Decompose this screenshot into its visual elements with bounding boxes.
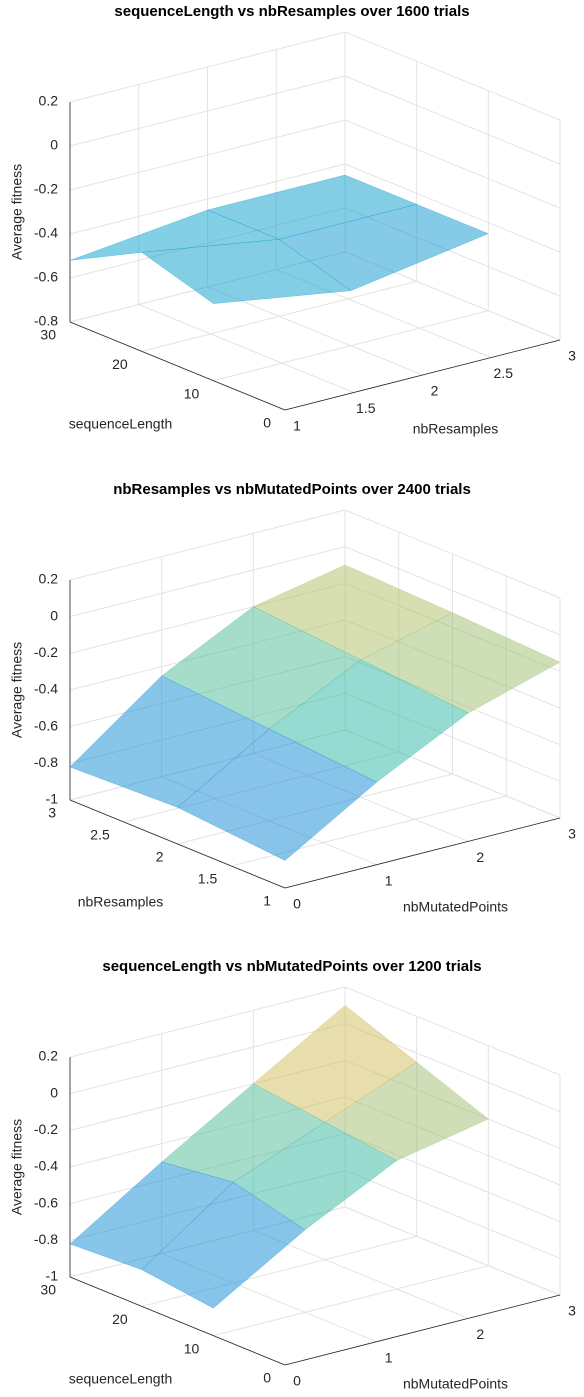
y-axis-label: sequenceLength bbox=[69, 416, 173, 432]
grid-line bbox=[344, 546, 561, 636]
z-tick-label: -0.8 bbox=[34, 313, 58, 329]
y-tick-label: 1.5 bbox=[198, 871, 218, 887]
z-tick-label: 0 bbox=[50, 607, 58, 623]
grid-line bbox=[141, 1235, 417, 1307]
z-tick-label: -0.8 bbox=[34, 754, 58, 770]
grid-line bbox=[213, 1265, 489, 1337]
grid-line bbox=[69, 75, 346, 147]
grid-line bbox=[344, 986, 561, 1076]
surface-facet bbox=[140, 239, 352, 304]
z-tick-label: 0.2 bbox=[39, 1048, 59, 1064]
x-tick-label: 2 bbox=[431, 383, 439, 399]
z-tick-label: 0 bbox=[50, 1084, 58, 1100]
z-tick-label: -0.4 bbox=[34, 1158, 58, 1174]
grid-line bbox=[69, 986, 346, 1058]
grid-line bbox=[141, 280, 417, 352]
z-axis-label: Average fitness bbox=[9, 642, 25, 738]
z-tick-label: -0.6 bbox=[34, 717, 58, 733]
x-tick-label: 3 bbox=[568, 826, 576, 842]
grid-line bbox=[344, 163, 561, 253]
grid-line bbox=[344, 1169, 561, 1259]
x-tick-label: 2 bbox=[476, 1326, 484, 1342]
y-tick-label: 2 bbox=[156, 849, 164, 865]
y-axis-label: sequenceLength bbox=[69, 1371, 173, 1387]
y-axis-label: nbResamples bbox=[78, 894, 164, 910]
axis-line bbox=[284, 339, 561, 411]
y-tick-label: 0 bbox=[263, 415, 271, 431]
axis-line bbox=[69, 1276, 286, 1366]
x-axis-label: nbMutatedPoints bbox=[403, 1376, 508, 1392]
surface-chart: sequenceLength vs nbMutatedPoints over 1… bbox=[9, 958, 576, 1392]
surface-chart: sequenceLength vs nbResamples over 1600 … bbox=[9, 3, 576, 437]
z-axis-label: Average fitness bbox=[9, 1119, 25, 1215]
x-tick-label: 1.5 bbox=[356, 400, 376, 416]
x-axis-label: nbMutatedPoints bbox=[403, 899, 508, 915]
z-tick-label: 0 bbox=[50, 137, 58, 153]
grid-line bbox=[344, 1206, 561, 1296]
grid-line bbox=[207, 286, 423, 376]
grid-line bbox=[138, 304, 354, 393]
grid-line bbox=[344, 75, 561, 165]
y-tick-label: 30 bbox=[40, 1282, 56, 1298]
grid-line bbox=[344, 31, 561, 121]
z-tick-label: 0.2 bbox=[39, 93, 59, 109]
axis-line bbox=[69, 799, 286, 889]
z-tick-label: -0.4 bbox=[34, 225, 58, 241]
z-tick-label: -0.2 bbox=[34, 644, 58, 660]
grid-line bbox=[253, 1229, 469, 1319]
z-tick-label: -0.4 bbox=[34, 681, 58, 697]
y-tick-label: 10 bbox=[184, 1340, 200, 1356]
y-tick-label: 10 bbox=[184, 385, 200, 401]
z-tick-label: 0.2 bbox=[39, 571, 59, 587]
grid-line bbox=[69, 119, 346, 191]
surface-facet bbox=[177, 728, 378, 861]
x-tick-label: 3 bbox=[568, 1303, 576, 1319]
z-tick-label: -0.6 bbox=[34, 269, 58, 285]
axis-line bbox=[284, 1294, 561, 1366]
y-tick-label: 20 bbox=[112, 1311, 128, 1327]
x-tick-label: 1 bbox=[385, 1349, 393, 1365]
y-tick-label: 3 bbox=[48, 805, 56, 821]
x-axis-label: nbResamples bbox=[413, 421, 499, 437]
z-tick-label: -1 bbox=[46, 1268, 59, 1284]
grid-line bbox=[213, 310, 489, 382]
axis-line bbox=[284, 817, 561, 889]
z-tick-label: -1 bbox=[46, 791, 59, 807]
z-axis-label: Average fitness bbox=[9, 164, 25, 260]
y-tick-label: 1 bbox=[263, 893, 271, 909]
y-tick-label: 2.5 bbox=[90, 827, 110, 843]
x-tick-label: 3 bbox=[568, 348, 576, 364]
x-tick-label: 1 bbox=[293, 418, 301, 434]
x-tick-label: 0 bbox=[293, 896, 301, 912]
y-tick-label: 0 bbox=[263, 1370, 271, 1386]
grid-line bbox=[69, 31, 346, 103]
chart-title: sequenceLength vs nbMutatedPoints over 1… bbox=[102, 958, 481, 975]
grid-line bbox=[344, 509, 561, 599]
grid-line bbox=[69, 546, 346, 618]
chart-title: nbResamples vs nbMutatedPoints over 2400… bbox=[113, 481, 471, 498]
x-tick-label: 2.5 bbox=[494, 365, 514, 381]
chart-title: sequenceLength vs nbResamples over 1600 … bbox=[114, 3, 469, 20]
y-tick-label: 30 bbox=[40, 327, 56, 343]
y-tick-label: 20 bbox=[112, 356, 128, 372]
axis-line bbox=[69, 321, 286, 411]
grid-line bbox=[69, 1023, 346, 1095]
grid-line bbox=[344, 119, 561, 209]
x-tick-label: 0 bbox=[293, 1373, 301, 1389]
z-tick-label: -0.2 bbox=[34, 1121, 58, 1137]
x-tick-label: 1 bbox=[385, 872, 393, 888]
z-tick-label: -0.6 bbox=[34, 1194, 58, 1210]
x-tick-label: 2 bbox=[476, 849, 484, 865]
z-tick-label: -0.2 bbox=[34, 181, 58, 197]
surface-chart: nbResamples vs nbMutatedPoints over 2400… bbox=[9, 481, 576, 915]
grid-line bbox=[69, 509, 346, 581]
surface-facet bbox=[141, 1181, 306, 1309]
z-tick-label: -0.8 bbox=[34, 1231, 58, 1247]
grid-line bbox=[69, 163, 346, 235]
